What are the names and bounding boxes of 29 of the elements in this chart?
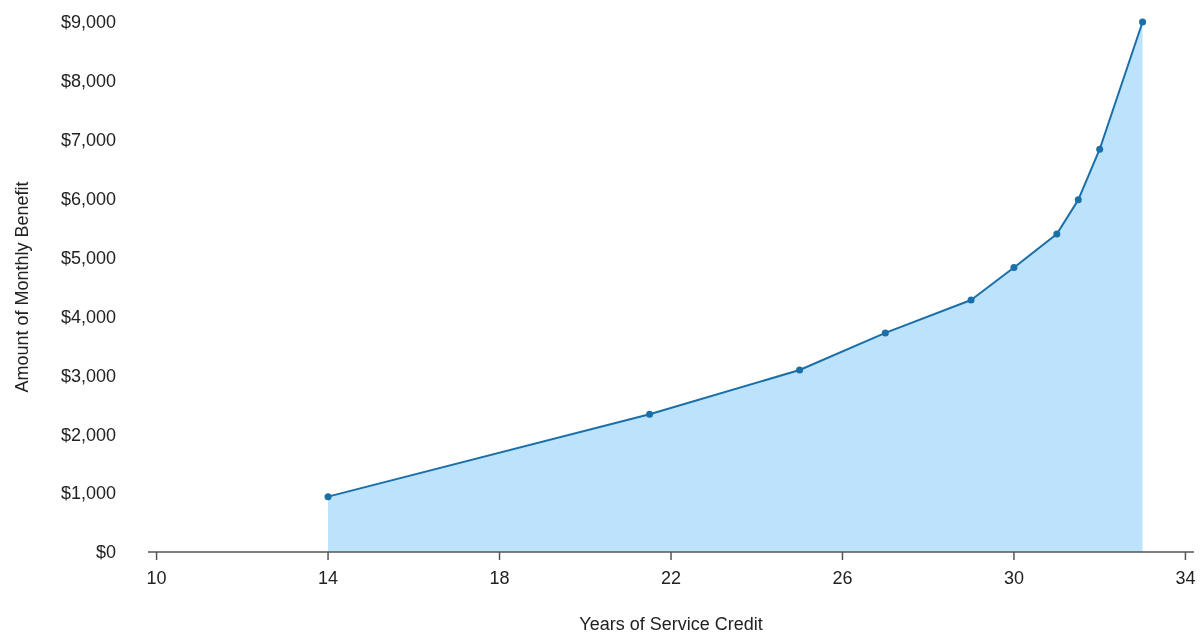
y-tick-label: $5,000 (60, 247, 116, 268)
point (1139, 18, 1147, 26)
point (1010, 264, 1018, 272)
y-tick-label: $9,000 (60, 12, 116, 33)
x-tick-label: 34 (1175, 568, 1196, 588)
x-tick-label: 30 (1003, 568, 1024, 588)
y-tick-label: $4,000 (60, 306, 116, 327)
x-tick-label: 18 (489, 568, 510, 588)
point (967, 296, 975, 304)
point (796, 366, 804, 374)
point (324, 493, 332, 501)
point (1096, 145, 1104, 153)
y-tick-label: $0 (95, 542, 116, 563)
x-tick-label: 10 (146, 568, 167, 588)
y-tick-label: $3,000 (60, 365, 116, 386)
x-tick-label: 22 (660, 568, 682, 588)
y-tick-label: $6,000 (60, 188, 116, 209)
point (1053, 230, 1061, 238)
point (881, 329, 889, 337)
y-tick-label: $8,000 (60, 71, 116, 92)
y-axis-title: Amount of Monthly Benefit (12, 181, 32, 393)
x-tick-label: 26 (832, 568, 853, 588)
x-axis-title: Years of Service Credit (579, 614, 763, 634)
y-tick-label: $1,000 (60, 483, 116, 504)
y-tick-label: $7,000 (60, 130, 116, 151)
y-tick-label: $2,000 (60, 424, 116, 445)
x-tick-label: 14 (318, 568, 339, 588)
point (1074, 196, 1082, 204)
point (646, 410, 654, 418)
